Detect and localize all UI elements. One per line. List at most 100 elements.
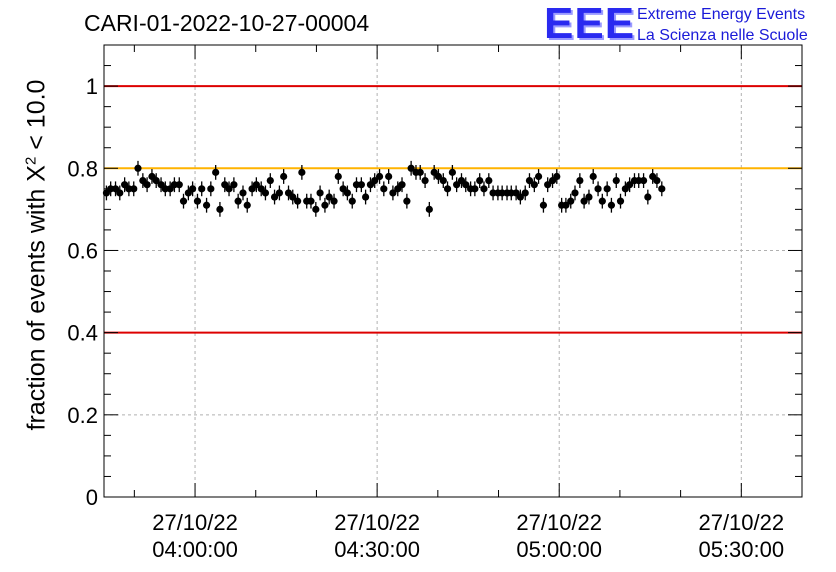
x-tick-time-label: 05:00:00 <box>516 537 602 562</box>
data-point <box>202 201 211 209</box>
data-point <box>298 168 306 176</box>
y-tick-label: 0.4 <box>67 321 98 346</box>
data-point <box>594 185 602 193</box>
data-point <box>658 185 666 193</box>
data-point <box>312 205 320 213</box>
data-point <box>439 177 447 185</box>
data-point <box>553 172 561 181</box>
data-point <box>252 181 260 189</box>
data-point <box>225 185 233 193</box>
data-point <box>567 197 575 205</box>
y-tick-label: 1 <box>86 74 98 99</box>
data-point <box>193 197 202 205</box>
data-point <box>516 193 524 201</box>
data-point <box>179 197 188 205</box>
x-tick-date-label: 27/10/22 <box>334 510 420 535</box>
data-point <box>234 197 242 205</box>
data-point <box>189 185 197 193</box>
data-point <box>525 177 534 185</box>
data-point <box>585 193 593 201</box>
data-point <box>639 177 648 185</box>
data-point <box>571 189 579 197</box>
data-point <box>544 181 552 189</box>
data-point <box>607 201 616 209</box>
x-tick-date-label: 27/10/22 <box>516 510 602 535</box>
data-point <box>443 185 452 193</box>
chart-title: CARI-01-2022-10-27-00004 <box>84 10 370 36</box>
x-tick-date-label: 27/10/22 <box>698 510 784 535</box>
data-point <box>130 185 138 193</box>
data-point <box>325 193 333 201</box>
data-point <box>653 177 661 185</box>
data-point <box>434 172 443 181</box>
data-point <box>361 193 370 201</box>
y-tick-label: 0 <box>86 485 98 510</box>
logo-caption: Extreme Energy Events La Scienza nelle S… <box>637 4 808 46</box>
data-point <box>294 197 302 205</box>
y-tick-label: 0.2 <box>67 403 98 428</box>
data-point <box>380 185 388 193</box>
data-point <box>407 164 415 172</box>
data-point <box>307 197 315 205</box>
data-point <box>316 189 324 197</box>
data-point <box>261 189 270 197</box>
data-point <box>398 181 406 189</box>
data-point <box>230 181 238 189</box>
x-tick-time-label: 05:30:00 <box>698 537 784 562</box>
x-tick-date-label: 27/10/22 <box>152 510 238 535</box>
data-point <box>626 181 634 189</box>
plot-frame <box>103 44 803 498</box>
data-point <box>534 172 543 181</box>
data-point <box>485 177 493 185</box>
data-point <box>343 189 351 197</box>
data-point <box>389 189 397 197</box>
logo-line-2: La Scienza nelle Scuole <box>637 27 808 44</box>
data-point <box>375 172 384 181</box>
data-point <box>152 177 160 185</box>
data-point <box>266 177 274 185</box>
data-point <box>175 181 183 189</box>
data-point <box>462 181 470 189</box>
data-point <box>334 172 342 181</box>
data-point <box>403 197 411 205</box>
data-point <box>385 172 393 181</box>
data-point <box>476 177 484 185</box>
data-point <box>421 177 429 185</box>
data-point <box>270 193 279 201</box>
data-point <box>239 189 247 197</box>
data-point <box>371 177 379 185</box>
y-tick-label: 0.6 <box>67 238 98 263</box>
data-point <box>576 177 584 185</box>
data-point <box>425 205 433 213</box>
data-point <box>357 181 365 189</box>
data-point <box>644 193 652 201</box>
data-point <box>603 185 611 193</box>
x-tick-time-label: 04:00:00 <box>152 537 238 562</box>
data-point <box>330 197 338 205</box>
x-tick-time-label: 04:30:00 <box>334 537 420 562</box>
data-point <box>448 168 456 176</box>
data-point <box>143 181 151 189</box>
data-point <box>243 201 251 209</box>
data-point <box>207 185 215 193</box>
data-point <box>134 164 142 172</box>
y-tick-label: 0.8 <box>67 156 98 181</box>
data-point <box>598 197 606 205</box>
data-point <box>616 197 625 205</box>
data-point <box>521 189 529 197</box>
data-point <box>416 168 424 176</box>
data-point <box>348 197 356 205</box>
data-point <box>539 201 548 209</box>
data-point <box>480 185 488 193</box>
data-point <box>275 189 284 197</box>
data-point <box>580 197 588 205</box>
data-point <box>471 185 479 193</box>
data-point <box>198 185 206 193</box>
data-point <box>216 205 224 213</box>
eee-logo: EEE <box>544 0 636 48</box>
data-point <box>289 193 297 201</box>
data-point <box>280 172 288 181</box>
data-point <box>612 177 620 185</box>
logo-line-1: Extreme Energy Events <box>637 6 806 23</box>
